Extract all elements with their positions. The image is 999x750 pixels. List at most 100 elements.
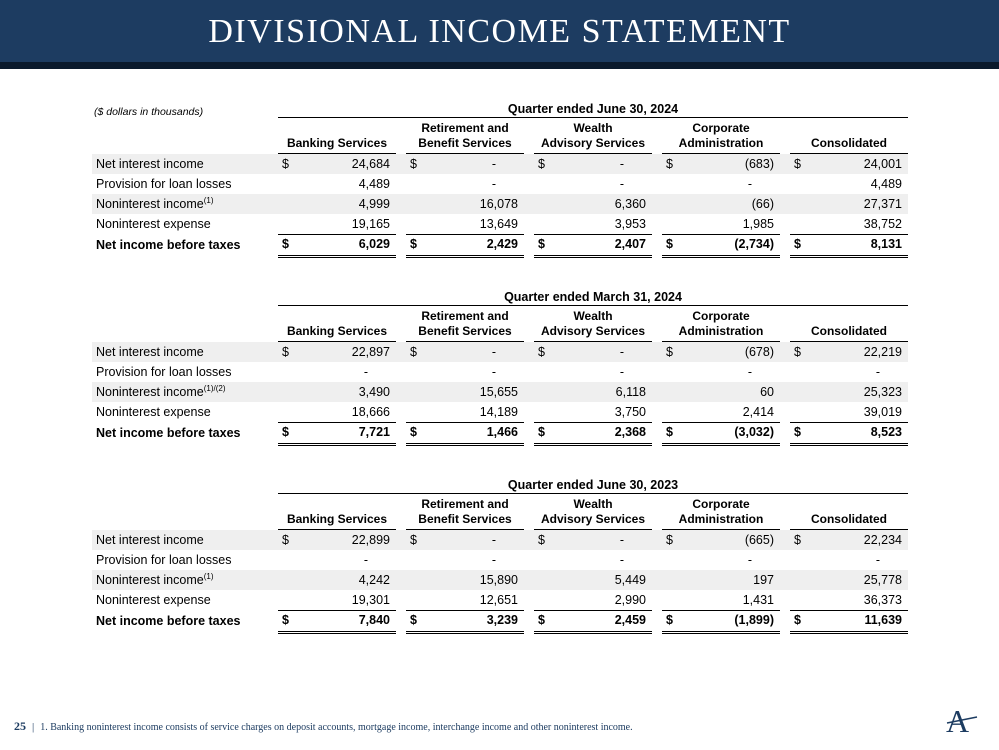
cell-value: 6,029 xyxy=(358,236,390,251)
row-label-text: Net income before taxes xyxy=(96,426,241,440)
row-label-spacer xyxy=(92,121,268,154)
dollar-sign: $ xyxy=(538,345,545,359)
cell-value: - xyxy=(619,177,624,191)
cell-value: 8,523 xyxy=(870,424,902,439)
column-header-line: Consolidated xyxy=(810,512,887,526)
row-label-spacer xyxy=(92,497,268,530)
row-label-text: Net income before taxes xyxy=(96,238,241,252)
value-cell: 27,371 xyxy=(790,194,908,214)
cell-value: - xyxy=(619,365,624,379)
cell-value: 18,666 xyxy=(351,404,390,419)
row-label: Noninterest income(1) xyxy=(92,196,268,211)
value-cell: $ - xyxy=(406,530,524,550)
cell-value: - xyxy=(619,533,624,547)
cell-value: (1,899) xyxy=(734,612,774,627)
cell-value: - xyxy=(875,365,880,379)
row-label-text: Noninterest income xyxy=(96,197,204,212)
column-header-row: Banking Services Retirement and Benefit Se… xyxy=(92,309,908,342)
dollar-sign: $ xyxy=(410,236,417,251)
value-cell: $7,840 xyxy=(278,609,396,634)
value-cell: 4,242 xyxy=(278,570,396,590)
column-header-line: Banking Services xyxy=(286,324,388,338)
value-cell: $8,131 xyxy=(790,233,908,258)
value-cell: $ - xyxy=(534,530,652,550)
cell-value: 2,990 xyxy=(614,592,646,607)
quarter-title: Quarter ended June 30, 2023 xyxy=(278,478,908,494)
cell-value: 5,449 xyxy=(614,573,646,587)
row-label: Provision for loan losses xyxy=(92,177,268,191)
row-label-text: Net interest income xyxy=(96,345,204,359)
value-cell: 3,490 xyxy=(278,382,396,402)
cell-value: 2,368 xyxy=(614,424,646,439)
page-number: 25 xyxy=(14,719,26,733)
column-header: Wealth Advisory Services xyxy=(534,497,652,530)
value-cell: 197 xyxy=(662,570,780,590)
value-cell: $ - xyxy=(406,154,524,174)
cell-value: 12,651 xyxy=(479,592,518,607)
slide-title: DIVISIONAL INCOME STATEMENT xyxy=(208,13,791,50)
dollar-sign: $ xyxy=(794,157,801,171)
column-header: Corporate Administration xyxy=(662,309,780,342)
value-cell: $3,239 xyxy=(406,609,524,634)
cell-value: 1,985 xyxy=(742,216,774,231)
dollar-sign: $ xyxy=(410,424,417,439)
cell-value: 11,639 xyxy=(864,612,902,627)
value-cell: 3,750 xyxy=(534,402,652,423)
column-header: Retirement and Benefit Services xyxy=(406,121,524,154)
quarter-title: Quarter ended March 31, 2024 xyxy=(278,290,908,306)
value-cell: 14,189 xyxy=(406,402,524,423)
cell-value: 22,897 xyxy=(351,345,390,359)
cell-value: (678) xyxy=(744,345,774,359)
cell-value: 3,239 xyxy=(486,612,518,627)
row-label-text: Provision for loan losses xyxy=(96,177,232,191)
column-header: Banking Services xyxy=(278,121,396,154)
row-label-text: Noninterest income xyxy=(96,573,204,588)
row-label: Noninterest expense xyxy=(92,405,268,419)
dollar-sign: $ xyxy=(666,424,673,439)
cell-value: (66) xyxy=(751,197,774,211)
value-cell: 16,078 xyxy=(406,194,524,214)
column-header-line: Wealth xyxy=(573,497,613,511)
value-cell: - xyxy=(406,362,524,382)
value-cell: - xyxy=(406,174,524,194)
column-header: Banking Services xyxy=(278,497,396,530)
value-cell: 6,360 xyxy=(534,194,652,214)
dollar-sign: $ xyxy=(282,424,289,439)
cell-value: 1,431 xyxy=(742,592,774,607)
column-header: Wealth Advisory Services xyxy=(534,121,652,154)
column-header: Wealth Advisory Services xyxy=(534,309,652,342)
value-cell: $11,639 xyxy=(790,609,908,634)
table-title-row: Quarter ended March 31, 2024 xyxy=(92,290,908,306)
row-label: Net income before taxes xyxy=(92,614,268,628)
cell-value: 13,649 xyxy=(479,216,518,231)
value-cell: - xyxy=(278,362,396,382)
cell-value: 7,840 xyxy=(358,612,390,627)
cell-value: 6,118 xyxy=(615,385,646,399)
cell-value: - xyxy=(747,177,752,191)
value-cell: 18,666 xyxy=(278,402,396,423)
table-row: Noninterest expense 19,165 13,649 3,953 1,98… xyxy=(92,214,908,235)
value-cell: 15,655 xyxy=(406,382,524,402)
column-header-line: Corporate xyxy=(692,309,750,323)
value-cell: - xyxy=(278,550,396,570)
dollar-sign: $ xyxy=(666,236,673,251)
row-label-text: Net income before taxes xyxy=(96,614,241,628)
value-cell: $ - xyxy=(406,342,524,362)
column-header-line: Consolidated xyxy=(810,324,887,338)
table-row: Provision for loan losses - - - - - xyxy=(92,362,908,382)
cell-value: 1,466 xyxy=(486,424,518,439)
cell-value: 4,999 xyxy=(358,197,390,211)
row-label-text: Noninterest income xyxy=(96,385,204,400)
cell-value: 14,189 xyxy=(479,404,518,419)
logo-crossbar xyxy=(946,716,978,724)
footer-divider: | xyxy=(32,721,35,733)
value-cell: $2,407 xyxy=(534,233,652,258)
cell-value: 24,001 xyxy=(863,157,902,171)
column-header: Retirement and Benefit Services xyxy=(406,497,524,530)
value-cell: - xyxy=(662,550,780,570)
column-header-line: Administration xyxy=(678,324,764,338)
value-cell: $22,899 xyxy=(278,530,396,550)
value-cell: - xyxy=(662,362,780,382)
value-cell: 19,301 xyxy=(278,590,396,611)
column-header-line: Advisory Services xyxy=(540,136,646,150)
